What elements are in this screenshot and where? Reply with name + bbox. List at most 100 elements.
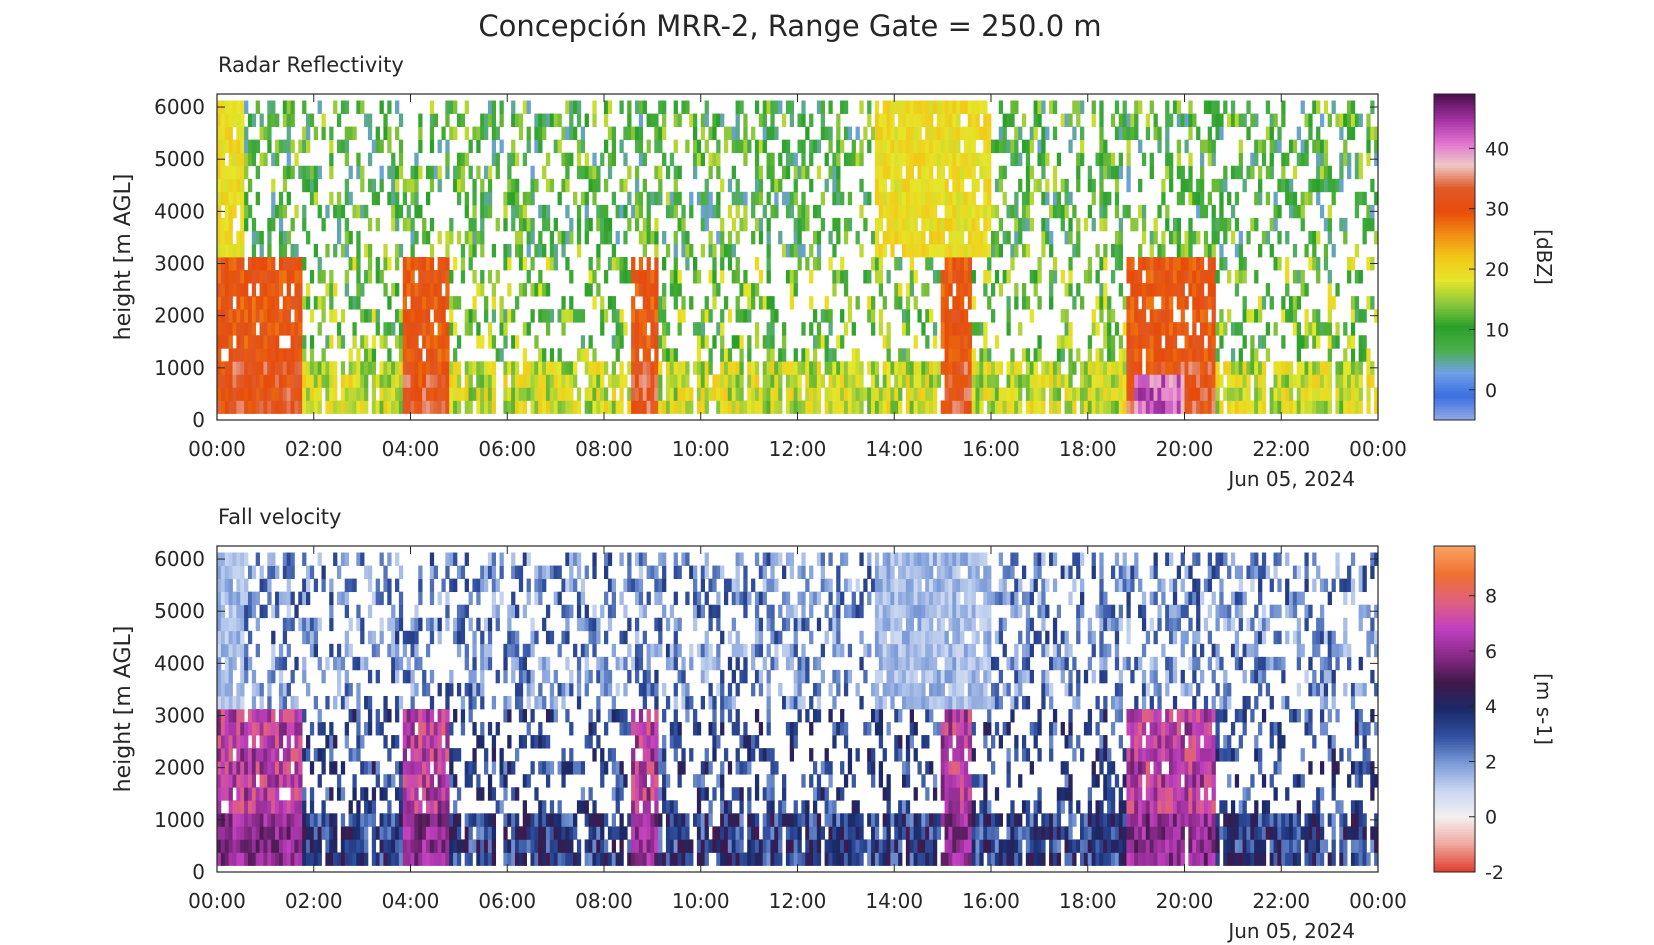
heatmap-cell — [344, 139, 349, 154]
heatmap-cell — [890, 191, 895, 206]
heatmap-cell — [433, 270, 438, 284]
heatmap-cell — [224, 100, 230, 114]
heatmap-cell — [329, 839, 334, 853]
heatmap-cell — [271, 374, 276, 388]
heatmap-cell — [1319, 322, 1325, 336]
heatmap-cell — [228, 604, 233, 619]
heatmap-cell — [313, 826, 319, 840]
colorbar-swatch — [1434, 365, 1475, 369]
heatmap-cell — [236, 748, 241, 762]
heatmap-cell — [271, 400, 276, 414]
heatmap-cell — [217, 230, 222, 245]
heatmap-cell — [1358, 191, 1363, 206]
heatmap-cell — [313, 643, 319, 658]
heatmap-cell — [1107, 361, 1112, 375]
heatmap-cell — [484, 191, 489, 206]
heatmap-cell — [1068, 257, 1073, 271]
heatmap-cell — [344, 695, 349, 710]
heatmap-cell — [534, 387, 539, 401]
heatmap-cell — [290, 787, 295, 801]
heatmap-cell — [484, 204, 489, 219]
heatmap-cell — [217, 682, 222, 697]
heatmap-cell — [662, 348, 667, 362]
heatmap-cell — [530, 374, 535, 388]
colorbar-swatch — [1434, 142, 1475, 147]
heatmap-cell — [832, 361, 837, 375]
heatmap-cell — [789, 270, 795, 284]
heatmap-cell — [333, 361, 338, 375]
heatmap-cell — [220, 374, 226, 388]
heatmap-cell — [286, 100, 291, 114]
heatmap-cell — [929, 374, 934, 388]
heatmap-cell — [905, 387, 911, 401]
heatmap-cell — [983, 243, 988, 258]
heatmap-cell — [940, 217, 945, 232]
heatmap-cell — [878, 257, 884, 271]
heatmap-cell — [422, 748, 427, 762]
heatmap-cell — [418, 139, 423, 154]
heatmap-cell — [418, 735, 423, 749]
heatmap-cell — [553, 387, 558, 401]
heatmap-cell — [275, 322, 280, 336]
colorbar-swatch — [1434, 227, 1475, 231]
heatmap-cell — [406, 322, 411, 336]
heatmap-cell — [1172, 348, 1178, 362]
heatmap-cell — [1211, 100, 1216, 114]
heatmap-cell — [352, 578, 357, 593]
heatmap-cell — [263, 152, 268, 167]
heatmap-cell — [422, 735, 427, 749]
heatmap-cell — [604, 204, 609, 219]
heatmap-cell — [1319, 113, 1325, 127]
heatmap-cell — [220, 191, 226, 206]
heatmap-cell — [619, 270, 624, 284]
heatmap-cell — [367, 578, 373, 593]
heatmap-cell — [820, 113, 825, 127]
colorbar-swatch — [1434, 259, 1475, 263]
heatmap-cell — [530, 165, 535, 180]
heatmap-cell — [859, 361, 864, 375]
heatmap-cell — [940, 113, 945, 127]
heatmap-cell — [832, 270, 837, 284]
heatmap-cell — [774, 178, 779, 193]
heatmap-cell — [1300, 387, 1305, 401]
heatmap-cell — [313, 813, 319, 827]
heatmap-cell — [569, 296, 574, 310]
heatmap-cell — [1145, 257, 1151, 271]
heatmap-cell — [391, 283, 396, 297]
heatmap-cell — [1165, 387, 1170, 401]
heatmap-cell — [329, 826, 334, 840]
colorbar-swatch — [1434, 224, 1475, 228]
heatmap-cell — [1219, 113, 1224, 127]
heatmap-cell — [898, 139, 903, 154]
heatmap-cell — [843, 361, 849, 375]
heatmap-cell — [1165, 257, 1170, 271]
heatmap-cell — [983, 139, 988, 154]
heatmap-cell — [422, 682, 427, 697]
heatmap-cell — [634, 126, 640, 141]
heatmap-cell — [247, 813, 253, 827]
heatmap-cell — [395, 813, 400, 827]
heatmap-cell — [410, 257, 415, 271]
heatmap-cell — [812, 374, 818, 388]
heatmap-cell — [340, 852, 346, 866]
heatmap-cell — [491, 361, 497, 375]
heatmap-cell — [654, 322, 659, 336]
heatmap-cell — [561, 400, 566, 414]
heatmap-cell — [654, 230, 659, 245]
heatmap-cell — [967, 191, 973, 206]
heatmap-cell — [952, 178, 957, 193]
colorbar-swatch — [1434, 115, 1475, 119]
heatmap-cell — [727, 178, 733, 193]
heatmap-cell — [840, 270, 845, 284]
heatmap-cell — [940, 139, 945, 154]
heatmap-cell — [944, 100, 949, 114]
heatmap-cell — [898, 178, 903, 193]
heatmap-cell — [356, 348, 361, 362]
heatmap-cell — [882, 100, 887, 114]
heatmap-cell — [395, 735, 400, 749]
heatmap-cell — [240, 552, 245, 566]
heatmap-cell — [956, 374, 961, 388]
heatmap-cell — [766, 165, 771, 180]
heatmap-cell — [816, 139, 822, 154]
heatmap-cell — [1347, 387, 1352, 401]
